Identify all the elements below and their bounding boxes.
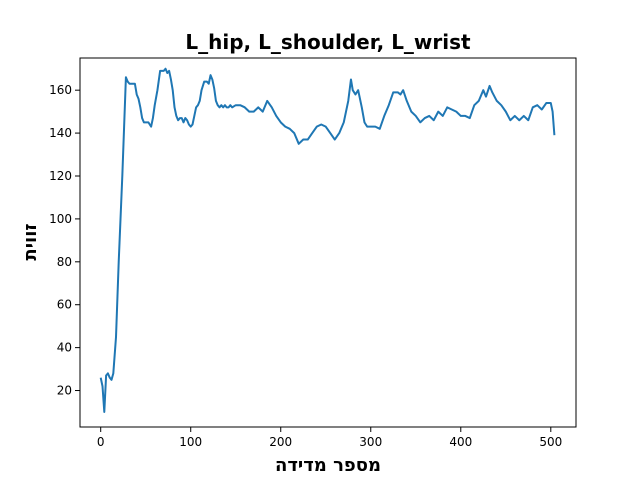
x-tick-label: 300 [359, 435, 382, 449]
x-tick-label: 400 [449, 435, 472, 449]
y-tick-label: 80 [57, 255, 72, 269]
y-tick-label: 100 [49, 212, 72, 226]
plot-frame [79, 57, 577, 428]
x-tick-label: 200 [269, 435, 292, 449]
chart-title: L_hip, L_shoulder, L_wrist [185, 30, 471, 54]
y-tick-label: 140 [49, 126, 72, 140]
x-axis-title: מספר מדידה [275, 455, 381, 476]
series-line-0 [99, 67, 556, 413]
y-tick-label: 20 [57, 384, 72, 398]
x-tick-label: 100 [179, 435, 202, 449]
y-tick-label: 60 [57, 298, 72, 312]
y-tick-label: 160 [49, 83, 72, 97]
y-tick-label: 40 [57, 341, 72, 355]
x-tick-label: 500 [539, 435, 562, 449]
x-tick-label: 0 [97, 435, 105, 449]
y-axis: 20 40 60 80 100 120 140 160 [49, 83, 80, 398]
plot-area [99, 67, 556, 413]
y-axis-title: זווית [20, 223, 41, 260]
y-tick-label: 120 [49, 169, 72, 183]
x-axis: 0 100 200 300 400 500 [97, 427, 562, 449]
